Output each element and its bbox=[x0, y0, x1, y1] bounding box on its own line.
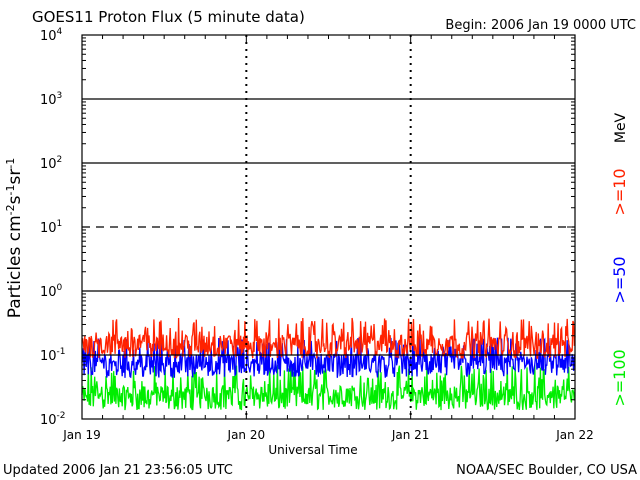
y-axis-label-part: sr bbox=[5, 169, 25, 185]
y-axis-label-exp: -1 bbox=[4, 185, 17, 196]
y-axis-label-part: s bbox=[5, 195, 25, 204]
y-tick-label: 101 bbox=[40, 219, 62, 236]
y-axis-label: Particles cm-2s-1sr-1 bbox=[4, 158, 25, 319]
legend-series-ge50: >=50 bbox=[610, 256, 629, 303]
x-tick-label: Jan 22 bbox=[555, 428, 594, 442]
begin-date: Begin: 2006 Jan 19 0000 UTC bbox=[445, 18, 636, 33]
y-tick-label: 103 bbox=[40, 91, 62, 108]
source-credit: NOAA/SEC Boulder, CO USA bbox=[456, 463, 637, 478]
legend-series-ge100: >=100 bbox=[610, 349, 629, 406]
y-axis-label-part: Particles cm bbox=[5, 215, 25, 318]
y-tick-label: 102 bbox=[40, 155, 62, 172]
chart-title: GOES11 Proton Flux (5 minute data) bbox=[32, 8, 305, 26]
legend-units: MeV bbox=[613, 112, 629, 143]
series-line-ge50 bbox=[81, 337, 576, 379]
y-tick-label: 10-2 bbox=[40, 411, 66, 428]
series-line-ge10 bbox=[81, 317, 576, 359]
y-tick-label: 104 bbox=[40, 27, 63, 44]
x-tick-label: Jan 21 bbox=[391, 428, 430, 442]
y-tick-label: 100 bbox=[40, 283, 63, 300]
series-line-ge100 bbox=[81, 364, 576, 411]
y-axis-label-exp: -2 bbox=[4, 204, 17, 215]
y-tick-label: 10-1 bbox=[40, 347, 66, 364]
updated-timestamp: Updated 2006 Jan 21 23:56:05 UTC bbox=[3, 463, 233, 478]
x-tick-label: Jan 19 bbox=[62, 428, 101, 442]
x-axis-label: Universal Time bbox=[268, 443, 357, 457]
legend: MeV >=10 >=50 >=100 bbox=[610, 112, 629, 406]
x-tick-label: Jan 20 bbox=[227, 428, 266, 442]
legend-series-ge10: >=10 bbox=[610, 168, 629, 215]
y-axis-label-exp: -1 bbox=[4, 158, 17, 169]
